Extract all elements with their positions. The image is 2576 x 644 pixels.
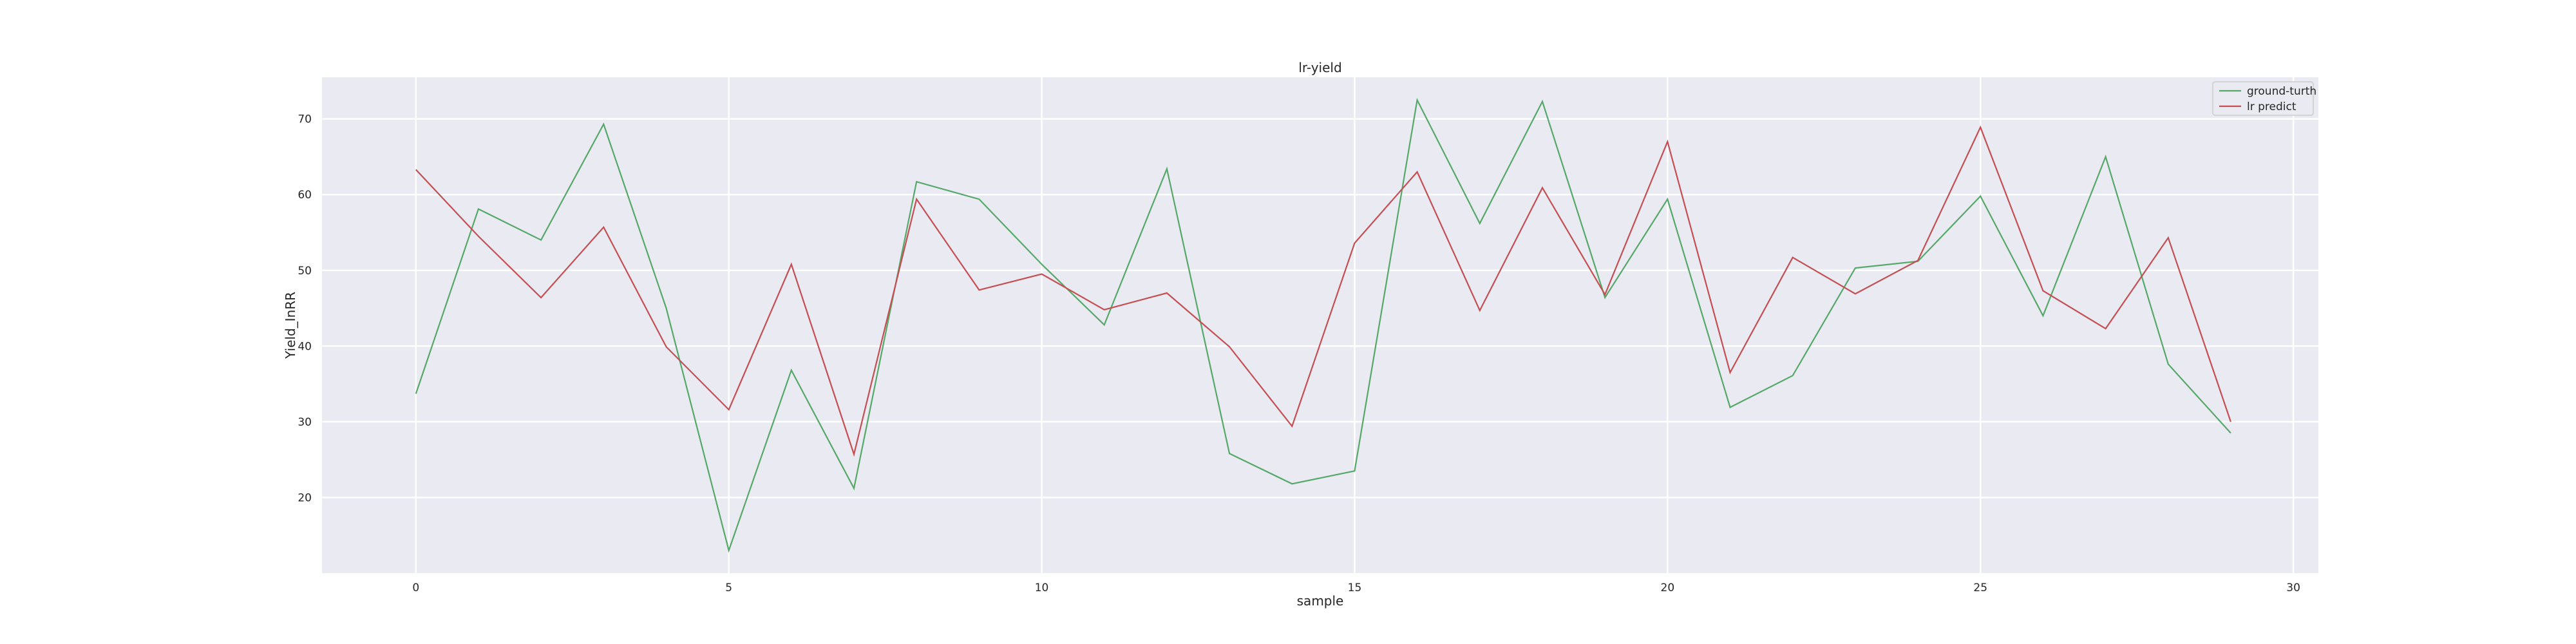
y-tick-label: 40 [298,340,312,353]
x-tick-label: 25 [1973,582,1987,594]
x-tick-label: 20 [1661,582,1675,594]
grid [322,77,2318,573]
x-axis-ticks: 0 5 10 15 20 25 30 [412,582,2300,594]
x-tick-label: 5 [725,582,732,594]
legend-label-ground-turth: ground-turth [2247,85,2316,98]
y-tick-label: 20 [298,491,312,504]
x-tick-label: 10 [1035,582,1049,594]
legend-label-lr-predict: lr predict [2247,100,2297,113]
chart-title: lr-yield [1298,60,1341,75]
series-line-lr-predict [415,125,2231,457]
y-tick-label: 60 [298,189,312,202]
y-tick-label: 70 [298,113,312,126]
x-axis-label: sample [1297,593,1344,609]
x-tick-label: 0 [412,582,419,594]
x-tick-label: 30 [2286,582,2300,594]
series-line-ground-turth [415,97,2231,553]
y-axis-ticks: 20 30 40 50 60 70 [298,113,312,505]
plot-area [322,77,2318,573]
y-axis-label: Yield_InRR [283,292,298,359]
series-group [415,97,2231,553]
legend: ground-turth lr predict [2212,81,2316,116]
y-tick-label: 30 [298,416,312,429]
x-tick-label: 15 [1348,582,1362,594]
y-tick-label: 50 [298,265,312,278]
